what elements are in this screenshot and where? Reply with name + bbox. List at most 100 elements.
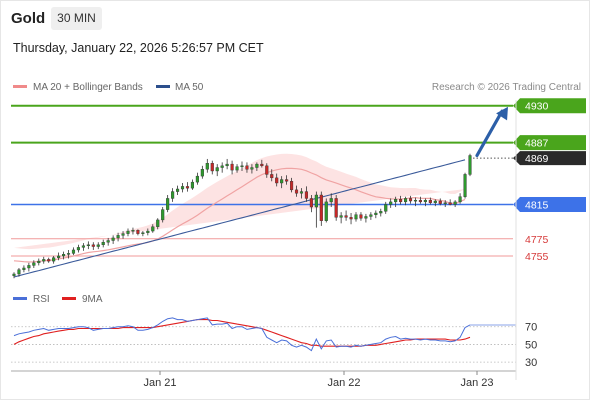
candle <box>52 255 56 264</box>
candle-body <box>448 202 452 205</box>
candle <box>176 185 180 196</box>
candle <box>156 218 160 230</box>
candle-body <box>260 163 264 167</box>
candle-body <box>265 165 269 175</box>
candle <box>185 182 190 192</box>
candle-body <box>458 196 462 203</box>
candle <box>369 212 373 220</box>
candle <box>384 201 388 214</box>
candle-body <box>42 259 46 262</box>
candle-body <box>91 244 95 247</box>
candle <box>255 162 259 171</box>
candle-body <box>290 181 294 191</box>
candle <box>220 162 224 173</box>
candle-body <box>176 188 180 192</box>
candle <box>285 175 289 185</box>
candle <box>32 260 36 268</box>
candle-body <box>438 200 442 204</box>
candle-body <box>423 199 427 203</box>
candle <box>453 200 457 208</box>
candle-body <box>136 230 140 234</box>
legend-label-9ma: 9MA <box>82 294 103 305</box>
candle <box>126 228 130 237</box>
candle <box>47 257 51 263</box>
candle <box>260 159 264 168</box>
instrument-title: Gold <box>11 10 46 27</box>
candle <box>359 212 363 221</box>
candle-body <box>309 198 313 208</box>
candle <box>96 242 100 250</box>
candle-body <box>384 204 388 212</box>
rsi-9ma-line <box>13 319 471 347</box>
candle <box>161 207 165 223</box>
candle-body <box>185 186 190 189</box>
candle-body <box>389 201 393 205</box>
legend-label-ma50: MA 50 <box>175 82 204 93</box>
timeframe-selector[interactable]: 30 MIN <box>51 7 102 30</box>
candle <box>413 197 418 207</box>
candle <box>131 227 135 235</box>
rsi-line <box>13 317 471 352</box>
candle-body <box>299 191 304 194</box>
candle <box>171 188 175 202</box>
candle-body <box>180 186 185 190</box>
candle-body <box>32 262 36 266</box>
x-tick-label: Jan 21 <box>143 377 176 389</box>
candle <box>71 247 76 256</box>
candle <box>275 173 279 187</box>
level-label-4755: 4755 <box>525 251 549 263</box>
candle-body <box>37 260 41 264</box>
candle-body <box>52 257 56 262</box>
candle-body <box>453 201 457 205</box>
candle-body <box>394 199 398 203</box>
candle-body <box>275 177 279 184</box>
level-tag-4887 <box>513 135 586 151</box>
last-price-tag <box>513 151 586 166</box>
candle <box>319 191 323 226</box>
candle-body <box>146 230 150 233</box>
candle <box>463 172 467 199</box>
last-price-label: 4869 <box>525 153 549 165</box>
candle-body <box>12 273 16 276</box>
levels: 4930 4887 4815 4775 4755 <box>11 98 586 263</box>
level-label-4930: 4930 <box>525 101 549 113</box>
candle <box>270 169 274 182</box>
candle-body <box>71 249 76 254</box>
candle <box>290 177 294 193</box>
candle <box>428 197 432 205</box>
candle <box>448 199 452 206</box>
candle-body <box>210 163 214 172</box>
candle-body <box>220 165 224 168</box>
annotations: 4869 <box>473 106 586 166</box>
candle <box>250 164 254 174</box>
x-tick-label: Jan 23 <box>460 377 493 389</box>
candle-body <box>250 167 254 170</box>
candle <box>324 198 328 223</box>
candle <box>468 153 472 177</box>
candle <box>151 224 155 233</box>
candle-body <box>413 199 418 202</box>
candle <box>12 272 16 279</box>
level-label-4775: 4775 <box>525 234 549 246</box>
level-tag-4815 <box>513 196 586 212</box>
candle-body <box>106 240 110 243</box>
projection-arrow-shaft <box>475 109 504 158</box>
candle <box>215 164 219 177</box>
candle <box>42 256 46 264</box>
candle-body <box>235 166 239 171</box>
candle-body <box>62 254 66 257</box>
candle <box>304 186 308 202</box>
research-credit: Research © 2026 Trading Central <box>432 82 581 93</box>
candle <box>438 198 442 206</box>
candle <box>299 188 304 199</box>
candle-body <box>141 232 145 234</box>
candle <box>101 239 105 248</box>
candle <box>166 195 170 213</box>
candle <box>418 196 422 204</box>
candle <box>200 165 204 179</box>
candle <box>458 193 462 204</box>
candle-body <box>285 179 289 182</box>
candle <box>37 258 41 266</box>
candle <box>27 262 31 272</box>
